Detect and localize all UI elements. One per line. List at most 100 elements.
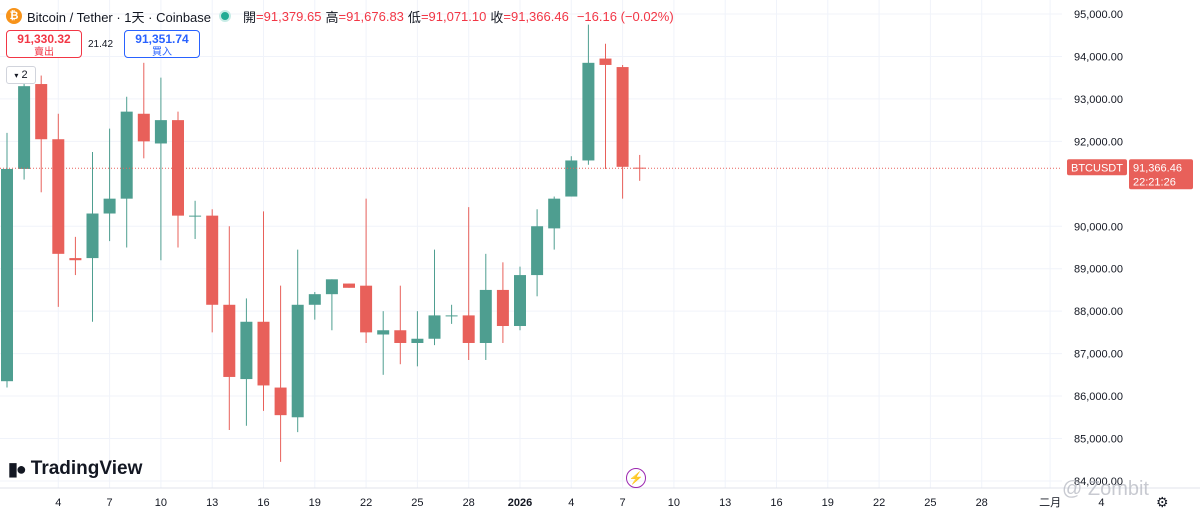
tradingview-logo-text: TradingView (30, 458, 143, 479)
candle-body (52, 139, 65, 254)
candle (86, 151, 99, 322)
candle (274, 285, 287, 462)
candle (599, 43, 612, 169)
buy-price: 91,351.74 (135, 32, 189, 46)
candle-body (240, 321, 253, 380)
x-tick-label: 二月 (1039, 497, 1061, 509)
grid-lines (0, 0, 1062, 488)
chevron-down-icon: ▾ (14, 70, 19, 80)
y-tick-label: 93,000.00 (1074, 94, 1123, 106)
x-tick-label: 4 (55, 497, 61, 509)
candle (137, 62, 150, 159)
sell-label: 賣出 (34, 47, 54, 58)
candle-body (616, 67, 629, 167)
candle (479, 253, 492, 360)
candle (411, 311, 424, 367)
candle-body (257, 321, 270, 386)
candle-body (189, 215, 202, 217)
candle (514, 266, 526, 331)
x-tick-label: 7 (620, 497, 626, 509)
candle-body (137, 113, 150, 142)
x-tick-label: 4 (1098, 497, 1104, 509)
price-label-bg (1129, 159, 1193, 190)
candle (206, 209, 219, 333)
close-label: 收 (490, 9, 504, 25)
candle (291, 249, 304, 433)
candle-body (69, 258, 82, 261)
x-tick-label: 2026 (508, 497, 532, 509)
candle (360, 198, 373, 343)
candle-body (479, 289, 492, 343)
settings-gear-icon[interactable]: ⚙ (1156, 494, 1169, 510)
candle-body (154, 120, 167, 144)
y-tick-label: 90,000.00 (1074, 221, 1123, 233)
chart-header: ₿ Bitcoin / Tether · 1天 · Coinbase 開 =91,… (6, 6, 674, 26)
sell-price: 91,330.32 (17, 32, 71, 46)
y-tick-label: 95,000.00 (1074, 9, 1123, 21)
candle-body (206, 215, 219, 305)
candle (325, 279, 338, 331)
x-tick-label: 4 (568, 497, 574, 509)
lightning-icon[interactable]: ⚡ (626, 468, 646, 488)
high-label: 高 (325, 9, 339, 25)
candles (1, 24, 646, 462)
candle (240, 298, 253, 426)
candle-body (274, 387, 287, 416)
collapse-count: 2 (21, 69, 28, 81)
y-axis: 95,000.00 94,000.00 93,000.00 92,000.00 90,0… (1074, 9, 1123, 488)
candle (35, 75, 48, 193)
symbol-title[interactable]: Bitcoin / Tether · 1天 · Coinbase (27, 9, 212, 25)
y-tick-label: 87,000.00 (1074, 349, 1123, 361)
x-tick-label: 16 (770, 497, 782, 509)
indicator-collapse-button[interactable]: ▾ 2 (6, 66, 36, 84)
candle (69, 236, 82, 276)
candle (18, 69, 31, 180)
tradingview-mark-icon: ▮● (8, 458, 27, 479)
x-tick-label: 25 (924, 497, 936, 509)
candle-body (223, 304, 236, 377)
x-tick-label: 10 (155, 497, 167, 509)
x-axis: 4 7 10 13 16 19 22 25 28 2026 4 7 10 13 16 19 22 25 28 二月 4 (0, 487, 1200, 509)
bitcoin-logo-icon: ₿ (6, 8, 22, 24)
candle-body (394, 330, 407, 343)
y-tick-label: 92,000.00 (1074, 136, 1123, 148)
candle (1, 132, 13, 388)
open-label: 開 (243, 9, 257, 25)
price-label-price: 91,366.46 (1133, 162, 1182, 174)
candle (548, 196, 561, 250)
candle-body (35, 84, 48, 140)
candle-body (565, 160, 578, 197)
spread-value: 21.42 (88, 39, 114, 50)
candle (496, 262, 509, 343)
x-tick-label: 25 (411, 497, 423, 509)
candle-body (514, 275, 526, 327)
candle (257, 211, 270, 411)
price-label-countdown: 22:21:26 (1133, 176, 1176, 188)
candle-body (496, 289, 509, 327)
candle (462, 207, 475, 360)
last-price-label: BTCUSDT 91,366.46 22:21:26 (1067, 159, 1193, 190)
candle (52, 113, 65, 307)
x-tick-label: 28 (463, 497, 475, 509)
tradingview-logo[interactable]: ▮● TradingView (8, 458, 142, 480)
y-tick-label: 85,000.00 (1074, 434, 1123, 446)
price-label-symbol-bg (1067, 159, 1127, 176)
candle-body (462, 315, 475, 343)
high-value: =91,676.83 (338, 8, 404, 24)
candle (377, 311, 390, 375)
buy-button[interactable]: 91,351.74 買入 (124, 30, 200, 58)
candle-body (343, 283, 355, 288)
candle (308, 292, 321, 320)
x-tick-label: 16 (257, 497, 269, 509)
low-value: =91,071.10 (420, 8, 487, 24)
y-tick-label: 86,000.00 (1074, 391, 1123, 403)
candle-body (445, 315, 458, 317)
candle-body (360, 285, 373, 333)
candle-body (308, 294, 321, 305)
market-status-icon (219, 10, 232, 22)
sell-button[interactable]: 91,330.32 賣出 (6, 30, 82, 58)
x-tick-label: 13 (206, 497, 218, 509)
candle-body (599, 58, 612, 65)
change-value: −16.16 (−0.02%) (576, 8, 674, 24)
